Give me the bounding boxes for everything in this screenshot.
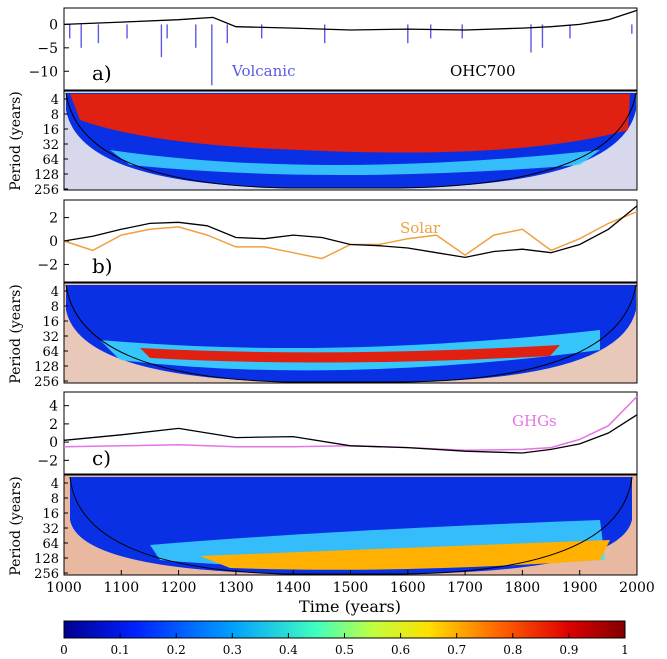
ytick-label: −2	[37, 453, 58, 469]
colorbar-tick-label: 0.6	[391, 643, 410, 657]
wavelet-c-coi	[69, 476, 633, 575]
panel-c-yticks: 4 2 0 −2	[37, 399, 69, 469]
period-tick-label: 128	[34, 552, 59, 567]
x-axis-ticks: 1000 1100 1200 1300 1400 1500 1600 1700 1800 1900…	[46, 570, 655, 596]
period-tick-label: 128	[34, 168, 59, 183]
period-tick-label: 4	[51, 93, 59, 108]
panel-b-label: b)	[92, 254, 113, 278]
xtick-label: 1700	[447, 580, 483, 596]
ghgs-label: GHGs	[512, 412, 557, 430]
period-tick-label: 16	[42, 315, 59, 330]
period-tick-label: 32	[42, 330, 59, 345]
panel-a: 0 −5 −10 a) Volcanic OHC700	[28, 7, 638, 191]
period-tick-label: 64	[42, 153, 59, 168]
period-tick-label: 8	[51, 492, 59, 507]
ylabel-a: Period (years)	[8, 91, 24, 190]
xtick-label: 1100	[103, 580, 139, 596]
xtick-label: 1400	[275, 580, 311, 596]
wavelet-period-ticks: 4816326412825648163264128256481632641282…	[34, 93, 68, 582]
period-tick-label: 32	[42, 138, 59, 153]
ytick-label: 0	[49, 435, 58, 451]
xtick-label: 1500	[333, 580, 369, 596]
xtick-label: 1200	[161, 580, 197, 596]
xtick-label: 1300	[218, 580, 254, 596]
ylabel-c: Period (years)	[8, 476, 24, 575]
wavelet-a-frame	[63, 90, 638, 191]
colorbar-tick-label: 0.4	[279, 643, 298, 657]
ohc700-line-b	[63, 205, 638, 259]
xtick-label: 1800	[505, 580, 541, 596]
x-axis-label: Time (years)	[299, 597, 401, 616]
panel-c-wavelet	[63, 474, 638, 576]
wavelet-b-frame	[63, 282, 638, 384]
ytick-label: −2	[37, 257, 58, 273]
wavelet-b-coi	[65, 284, 637, 383]
ytick-label: 0	[49, 17, 58, 33]
colorbar-tick-label: 0	[60, 643, 68, 657]
xtick-label: 1000	[46, 580, 82, 596]
period-tick-label: 4	[51, 477, 59, 492]
colorbar-tick-label: 0.2	[167, 643, 186, 657]
solar-label: Solar	[400, 219, 441, 237]
period-tick-label: 256	[34, 375, 59, 390]
colorbar-tick-label: 0.1	[111, 643, 130, 657]
wavelet-a-mid-band	[110, 150, 600, 175]
ytick-label: 0	[49, 234, 58, 250]
colorbar-tick-label: 0.9	[559, 643, 578, 657]
ytick-label: −5	[37, 41, 58, 57]
colorbar-tick-label: 0.3	[223, 643, 242, 657]
colorbar-tick-label: 0.7	[447, 643, 466, 657]
wavelet-c-hot-band	[200, 540, 610, 570]
ylabel-b: Period (years)	[8, 284, 24, 383]
panel-c-line-frame	[63, 391, 638, 475]
ohc700-line-a	[63, 9, 638, 31]
panel-b-wavelet	[63, 282, 638, 384]
period-tick-label: 64	[42, 537, 59, 552]
colorbar-tick-label: 0.5	[335, 643, 354, 657]
period-tick-label: 32	[42, 522, 59, 537]
wavelet-a-coi	[65, 92, 637, 189]
panel-c: 4 2 0 −2 c) GHGs	[37, 391, 638, 576]
period-tick-label: 16	[42, 507, 59, 522]
period-tick-label: 16	[42, 123, 59, 138]
panel-b-line-frame	[63, 199, 638, 283]
xtick-label: 2000	[619, 580, 655, 596]
panel-b-yticks: 2 0 −2	[37, 211, 69, 273]
colorbar-tick-label: 0.8	[503, 643, 522, 657]
period-tick-label: 8	[51, 108, 59, 123]
xtick-label: 1600	[390, 580, 426, 596]
period-tick-label: 256	[34, 567, 59, 582]
ytick-label: −10	[28, 64, 58, 80]
period-tick-label: 256	[34, 183, 59, 198]
xtick-label: 1900	[562, 580, 598, 596]
panel-a-line-frame	[63, 7, 638, 91]
panel-a-label: a)	[92, 61, 112, 85]
panel-b: 2 0 −2 b) Solar	[37, 199, 638, 384]
wavelet-b-hot-band	[140, 345, 560, 363]
ytick-label: 2	[49, 417, 58, 433]
period-tick-label: 128	[34, 360, 59, 375]
ohc700-label: OHC700	[450, 62, 516, 80]
period-tick-label: 4	[51, 285, 59, 300]
colorbar-tick-label: 1	[621, 643, 629, 657]
volcanic-series	[69, 24, 633, 86]
ytick-label: 2	[49, 211, 58, 227]
wavelet-a-hot-region	[70, 94, 630, 153]
ytick-label: 4	[49, 399, 58, 415]
volcanic-label: Volcanic	[231, 62, 296, 80]
panel-c-label: c)	[92, 446, 111, 470]
colorbar-ticks: 0 0.1 0.2 0.3 0.4 0.5 0.6 0.7 0.8 0.9 1	[60, 633, 629, 657]
ohc700-line-c	[63, 414, 638, 454]
panel-a-yticks: 0 −5 −10	[28, 17, 69, 80]
panel-a-wavelet	[63, 90, 638, 191]
period-tick-label: 8	[51, 300, 59, 315]
period-tick-label: 64	[42, 345, 59, 360]
